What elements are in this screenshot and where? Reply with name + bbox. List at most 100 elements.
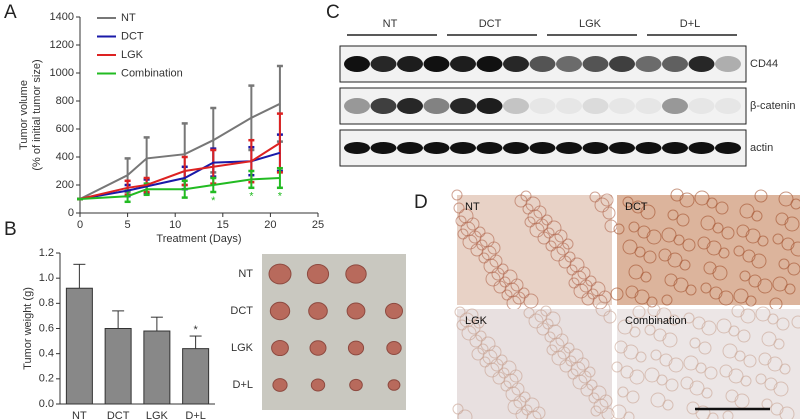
cell bbox=[650, 392, 666, 408]
cell bbox=[457, 228, 469, 240]
cell bbox=[740, 308, 756, 324]
cell bbox=[646, 229, 662, 245]
tumor bbox=[271, 339, 289, 357]
bar bbox=[65, 287, 93, 405]
cell bbox=[595, 301, 611, 317]
cell bbox=[465, 308, 479, 322]
cell bbox=[567, 368, 579, 380]
cell bbox=[661, 227, 677, 243]
cell bbox=[784, 283, 796, 295]
cell bbox=[778, 258, 790, 270]
annotation: * bbox=[249, 191, 254, 203]
cell bbox=[755, 373, 767, 385]
bar bbox=[182, 348, 210, 405]
cell bbox=[679, 259, 691, 271]
cell bbox=[697, 236, 711, 250]
cell bbox=[706, 240, 722, 256]
cell bbox=[656, 374, 668, 386]
cell bbox=[457, 409, 473, 419]
blot-band bbox=[397, 142, 423, 154]
cell bbox=[719, 364, 733, 378]
tumor bbox=[309, 340, 327, 356]
cell bbox=[707, 412, 719, 419]
cell bbox=[520, 190, 532, 202]
blot-band bbox=[370, 142, 397, 154]
histology-label: NT bbox=[465, 201, 480, 213]
blot-band bbox=[635, 98, 662, 114]
tumor bbox=[269, 301, 291, 321]
cell bbox=[715, 201, 729, 215]
cell bbox=[673, 234, 685, 246]
cell bbox=[775, 212, 789, 226]
cell bbox=[694, 190, 710, 206]
y-tick-label: 0.4 bbox=[39, 348, 54, 360]
cell bbox=[505, 386, 521, 402]
blot-band bbox=[503, 142, 529, 154]
cell bbox=[722, 410, 734, 419]
y-tick-label: 1200 bbox=[50, 39, 74, 51]
blot-band bbox=[635, 142, 662, 154]
cell bbox=[623, 344, 639, 360]
cell bbox=[680, 376, 694, 390]
cell bbox=[761, 331, 777, 347]
cell bbox=[543, 227, 555, 239]
tumor bbox=[345, 264, 367, 284]
cell bbox=[483, 258, 499, 274]
cell bbox=[550, 246, 566, 262]
cell bbox=[529, 222, 545, 238]
cell bbox=[629, 326, 641, 338]
cell bbox=[523, 307, 535, 319]
cell bbox=[692, 316, 706, 330]
tumor bbox=[385, 302, 403, 320]
cell bbox=[628, 221, 640, 233]
cell bbox=[474, 226, 486, 238]
panel-label: B bbox=[4, 219, 17, 240]
cell bbox=[772, 276, 788, 292]
blot-band bbox=[556, 142, 582, 154]
panel-label: A bbox=[4, 2, 17, 23]
blot-band bbox=[344, 98, 370, 114]
cell bbox=[700, 282, 712, 294]
blot-band bbox=[715, 98, 741, 114]
blot-band bbox=[609, 98, 635, 114]
tumor bbox=[387, 379, 401, 391]
cell bbox=[658, 248, 672, 262]
cell bbox=[613, 223, 625, 235]
cell bbox=[779, 406, 795, 419]
blot-group-label: D+L bbox=[680, 18, 701, 30]
y-tick-label: 1400 bbox=[50, 11, 74, 23]
cell bbox=[689, 380, 705, 396]
cell bbox=[626, 390, 640, 404]
cell bbox=[611, 404, 627, 419]
cell bbox=[689, 337, 701, 349]
blot-band bbox=[529, 56, 556, 72]
cell bbox=[643, 250, 657, 264]
blot-band bbox=[688, 142, 715, 154]
bar bbox=[104, 328, 132, 405]
cell bbox=[665, 378, 679, 392]
cell bbox=[617, 319, 633, 335]
cell bbox=[667, 252, 683, 268]
y-tick-label: 1.0 bbox=[39, 272, 54, 284]
blot-band bbox=[582, 98, 609, 114]
cell bbox=[507, 399, 523, 415]
cell bbox=[629, 369, 645, 385]
annotation: * bbox=[211, 195, 216, 207]
cell bbox=[698, 341, 712, 355]
cell bbox=[637, 225, 651, 239]
cell bbox=[519, 391, 531, 403]
cell bbox=[755, 306, 771, 322]
photo-row-label: LGK bbox=[231, 342, 254, 354]
blot-band bbox=[688, 98, 715, 114]
cell bbox=[640, 271, 652, 283]
blot-band bbox=[662, 98, 688, 114]
cell bbox=[718, 247, 730, 259]
cell bbox=[667, 209, 679, 221]
blot-band bbox=[397, 98, 423, 114]
x-tick-label: 15 bbox=[217, 219, 229, 231]
cell bbox=[546, 344, 558, 356]
cell bbox=[551, 350, 567, 366]
cell bbox=[471, 347, 485, 361]
cell bbox=[625, 285, 639, 299]
cell bbox=[477, 343, 489, 355]
